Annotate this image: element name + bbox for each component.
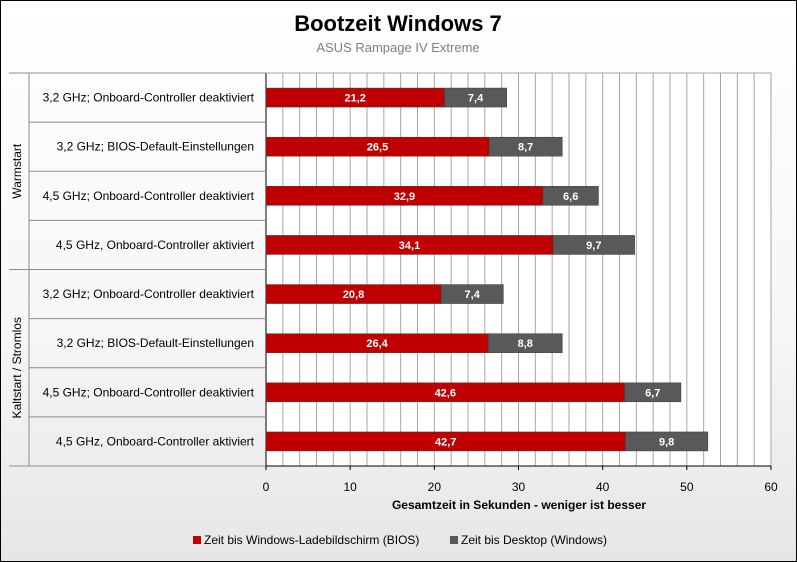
group-label: Warmstart bbox=[10, 143, 24, 199]
category-label: 4,5 GHz, Onboard-Controller aktiviert bbox=[56, 238, 255, 252]
bar-value-label: 8,7 bbox=[518, 142, 533, 154]
chart-subtitle: ASUS Rampage IV Extreme bbox=[316, 40, 479, 55]
x-tick-label: 10 bbox=[343, 480, 357, 494]
bars bbox=[265, 87, 709, 452]
category-label: 4,5 GHz; Onboard-Controller deaktiviert bbox=[43, 385, 255, 399]
bar-windows bbox=[624, 382, 682, 403]
bar-value-label: 6,7 bbox=[645, 387, 660, 399]
x-tick-label: 0 bbox=[263, 480, 270, 494]
bar-value-label: 42,7 bbox=[435, 436, 456, 448]
category-labels: 3,2 GHz; Onboard-Controller deaktiviert 3… bbox=[43, 91, 255, 449]
bar-value-label: 42,6 bbox=[435, 387, 456, 399]
bar-windows bbox=[488, 136, 563, 157]
bar-value-label: 6,6 bbox=[563, 191, 578, 203]
row-separators bbox=[9, 72, 266, 467]
x-tick-label: 50 bbox=[680, 480, 694, 494]
group-labels: Warmstart Kaltstart / Stromlos bbox=[10, 143, 24, 418]
category-label: 3,2 GHz; Onboard-Controller deaktiviert bbox=[43, 91, 255, 105]
x-axis-label: Gesamtzeit in Sekunden - weniger ist bes… bbox=[392, 498, 646, 512]
value-labels: 21,2 7,4 26,5 8,7 32,9 6,6 34,1 9,7 20,8 7,4 26,4 8… bbox=[343, 93, 674, 449]
bar-windows bbox=[487, 333, 563, 353]
bar-windows bbox=[552, 235, 635, 255]
category-label: 3,2 GHz; BIOS-Default-Einstellungen bbox=[57, 336, 254, 350]
bar-value-label: 34,1 bbox=[399, 240, 420, 252]
x-tick-label: 30 bbox=[512, 480, 526, 494]
legend-swatch bbox=[193, 536, 201, 544]
bar-value-label: 26,4 bbox=[366, 338, 388, 350]
bar-value-label: 9,8 bbox=[659, 436, 674, 448]
x-tick-label: 40 bbox=[596, 480, 610, 494]
x-tick-label: 60 bbox=[764, 480, 778, 494]
bar-value-label: 9,7 bbox=[586, 240, 601, 252]
bar-value-label: 20,8 bbox=[343, 289, 364, 301]
chart-title: Bootzeit Windows 7 bbox=[294, 11, 502, 36]
bar-windows bbox=[444, 87, 507, 108]
bar-value-label: 21,2 bbox=[345, 93, 366, 105]
category-label: 4,5 GHz, Onboard-Controller aktiviert bbox=[56, 434, 255, 448]
group-label: Kaltstart / Stromlos bbox=[10, 317, 24, 418]
bar-value-label: 8,8 bbox=[518, 338, 533, 350]
bar-value-label: 7,4 bbox=[465, 289, 481, 301]
category-label: 3,2 GHz; Onboard-Controller deaktiviert bbox=[43, 287, 255, 301]
bar-windows bbox=[542, 186, 599, 206]
legend-swatch bbox=[450, 536, 458, 544]
x-tick-labels: 0 10 20 30 40 50 60 bbox=[263, 466, 778, 494]
category-label: 4,5 GHz; Onboard-Controller deaktiviert bbox=[43, 189, 255, 203]
legend-label: Zeit bis Desktop (Windows) bbox=[461, 533, 607, 547]
legend-label: Zeit bis Windows-Ladebildschirm (BIOS) bbox=[204, 533, 419, 547]
bar-value-label: 26,5 bbox=[367, 142, 388, 154]
legend: Zeit bis Windows-Ladebildschirm (BIOS) Ze… bbox=[193, 533, 607, 547]
bar-value-label: 7,4 bbox=[468, 93, 484, 105]
x-tick-label: 20 bbox=[428, 480, 442, 494]
bar-windows bbox=[440, 284, 504, 304]
category-label: 3,2 GHz; BIOS-Default-Einstellungen bbox=[57, 140, 254, 154]
bar-value-label: 32,9 bbox=[394, 191, 415, 203]
bar-windows bbox=[625, 431, 709, 452]
